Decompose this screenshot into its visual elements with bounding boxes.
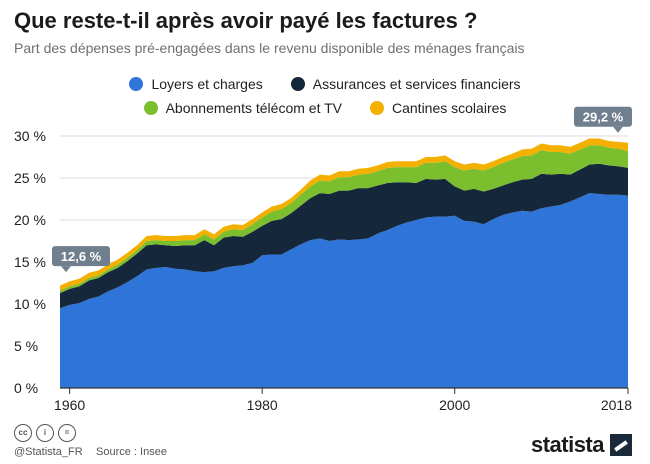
stacked-area-chart: 0 % 5 % 10 % 15 % 20 % 25 % 30 % 1960 1980 2000 20… xyxy=(14,106,632,413)
axis-layer: 0 % 5 % 10 % 15 % 20 % 25 % 30 % 1960 1980 2000 20… xyxy=(14,128,632,413)
area-series-loyers xyxy=(60,193,628,388)
callout: 12,6 % xyxy=(52,246,110,273)
legend-item-telecom[interactable]: Abonnements télécom et TV xyxy=(143,100,342,116)
y-tick-label: 20 % xyxy=(14,212,46,228)
area-series-telecom xyxy=(60,145,628,294)
license-icons: cc i = xyxy=(14,424,76,442)
annotation-layer: 12,6 % 29,2 % xyxy=(52,106,632,273)
legend-item-loyers[interactable]: Loyers et charges xyxy=(129,76,263,92)
callout-box xyxy=(574,106,632,127)
legend-swatch-telecom xyxy=(143,101,158,115)
callout-label: 12,6 % xyxy=(61,249,102,264)
legend-swatch-cantines xyxy=(370,101,384,115)
legend-item-assurances[interactable]: Assurances et services financiers xyxy=(290,76,521,92)
legend-item-cantines[interactable]: Cantines scolaires xyxy=(370,100,506,116)
y-tick-label: 15 % xyxy=(14,254,46,270)
legend-swatch-loyers xyxy=(129,77,144,91)
x-tick-label: 1960 xyxy=(54,397,85,413)
legend-label-telecom: Abonnements télécom et TV xyxy=(165,100,342,116)
footer: cc i = @Statista_FR Source : Insee stati… xyxy=(0,420,650,464)
source-text: Source : Insee xyxy=(96,446,167,458)
callout-pointer xyxy=(613,126,623,133)
legend-swatch-assurances xyxy=(290,77,305,91)
cc-icon: cc xyxy=(14,424,32,442)
callout: 29,2 % xyxy=(574,106,632,133)
y-tick-label: 5 % xyxy=(14,338,38,354)
y-tick-label: 0 % xyxy=(14,380,38,396)
x-tick-label: 2018 xyxy=(601,397,632,413)
chart-subtitle: Part des dépenses pré-engagées dans le r… xyxy=(14,40,525,56)
callout-box xyxy=(52,246,110,267)
chart-legend: Loyers et charges Assurances et services… xyxy=(0,72,650,120)
legend-label-loyers: Loyers et charges xyxy=(151,76,263,92)
area-series-assurances xyxy=(60,163,628,309)
chart-title: Que reste-t-il après avoir payé les fact… xyxy=(14,8,478,33)
y-tick-label: 25 % xyxy=(14,170,46,186)
callout-pointer xyxy=(61,266,71,273)
by-icon: i xyxy=(36,424,54,442)
y-tick-label: 10 % xyxy=(14,296,46,312)
callout-label: 29,2 % xyxy=(583,110,624,125)
twitter-handle[interactable]: @Statista_FR xyxy=(14,446,83,458)
statista-logo[interactable]: statista xyxy=(530,432,605,457)
x-tick-label: 1980 xyxy=(247,397,278,413)
nd-icon: = xyxy=(58,424,76,442)
legend-label-cantines: Cantines scolaires xyxy=(392,100,507,116)
statista-logo-icon xyxy=(610,434,632,456)
y-tick-label: 30 % xyxy=(14,128,46,144)
area-layer xyxy=(60,138,628,388)
legend-label-assurances: Assurances et services financiers xyxy=(312,76,521,92)
x-tick-label: 2000 xyxy=(439,397,470,413)
